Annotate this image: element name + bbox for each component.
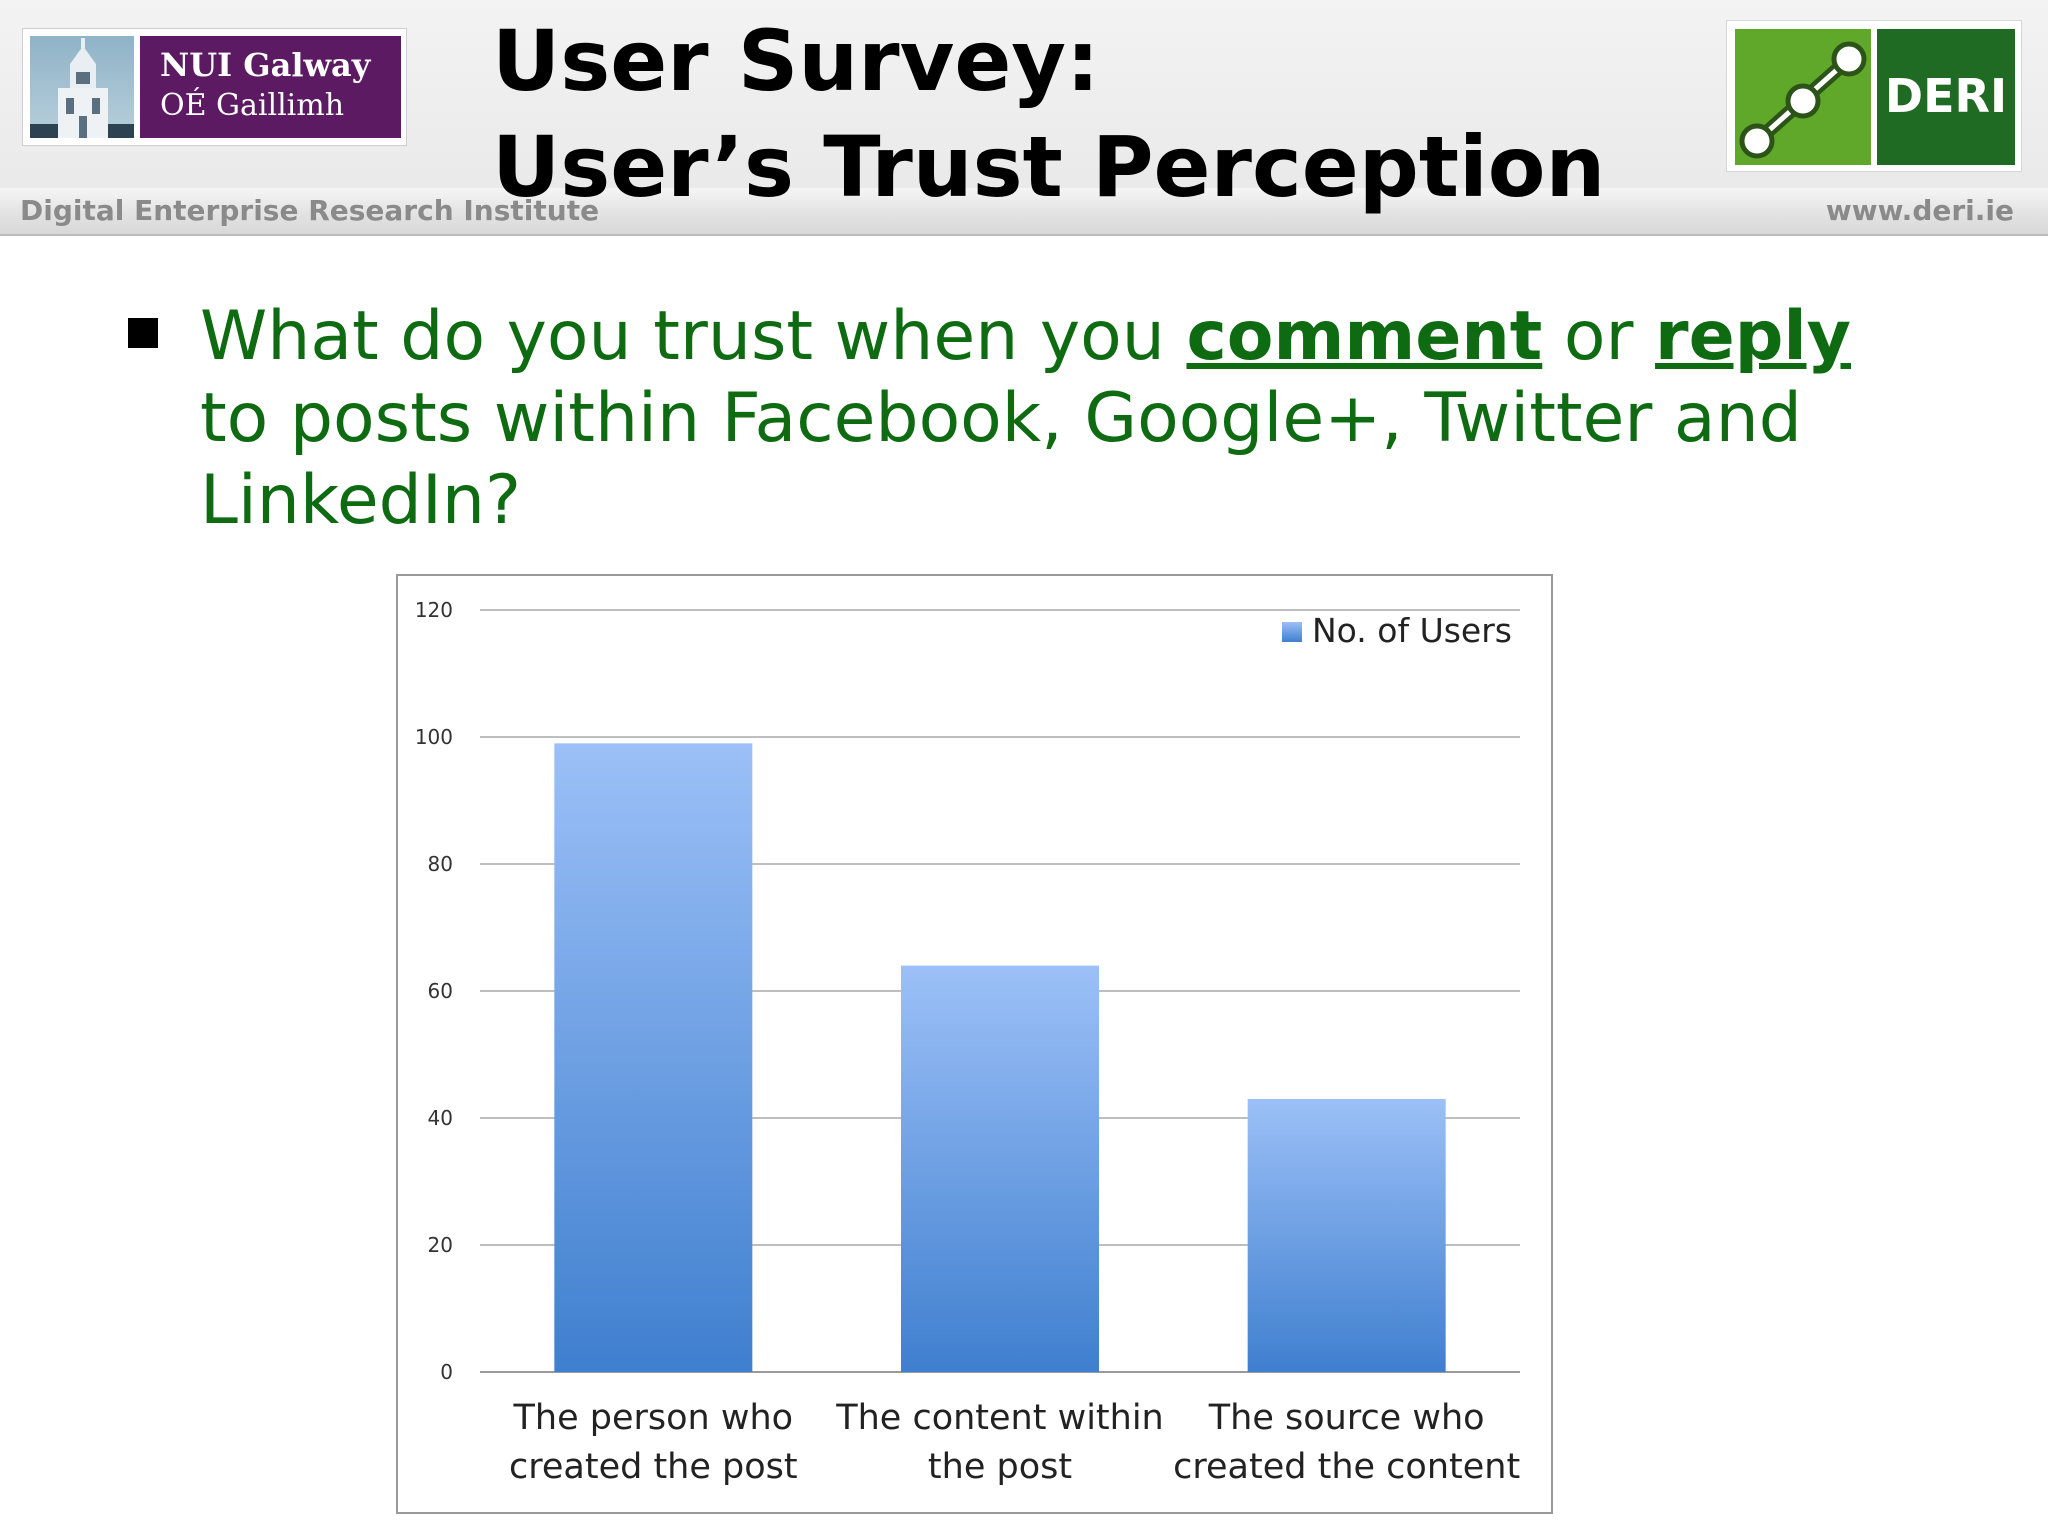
- header-band: [0, 188, 2048, 236]
- institute-name: Digital Enterprise Research Institute: [20, 194, 600, 227]
- tower-icon: [30, 36, 134, 138]
- deri-wordmark-panel: DERI: [1877, 29, 2015, 165]
- y-tick-label: 40: [428, 1106, 453, 1130]
- y-tick-label: 120: [415, 598, 453, 622]
- nui-galway-logo: NUI Galway OÉ Gaillimh: [22, 28, 407, 146]
- deri-logo: DERI: [1726, 20, 2022, 172]
- deri-wordmark: DERI: [1884, 69, 2008, 123]
- nui-name-irish: OÉ Gaillimh: [160, 88, 345, 123]
- x-tick-label: The source who: [1208, 1398, 1485, 1438]
- survey-question: What do you trust when you comment or re…: [200, 296, 1900, 542]
- slide-title: User Survey: User’s Trust Perception: [492, 8, 1605, 220]
- bullet-icon: [128, 318, 158, 348]
- network-nodes-icon: [1735, 29, 1871, 165]
- bar: [1247, 1098, 1446, 1372]
- x-tick-label: The content within: [835, 1398, 1164, 1438]
- bar-chart: 0 20 40 60 80 100 120 The person who created the…: [396, 574, 1553, 1514]
- y-tick-label: 100: [415, 725, 453, 749]
- question-emphasis-reply: reply: [1655, 297, 1852, 376]
- x-tick-label: created the content: [1173, 1447, 1520, 1487]
- question-text-2: or: [1542, 297, 1656, 376]
- legend-label: No. of Users: [1312, 611, 1512, 650]
- website-link[interactable]: www.deri.ie: [1825, 194, 2014, 227]
- x-tick-label: The person who: [513, 1398, 794, 1438]
- question-text-1: What do you trust when you: [200, 297, 1187, 376]
- chart-canvas: 0 20 40 60 80 100 120 The person who created the…: [415, 598, 1520, 1487]
- nui-name-english: NUI Galway: [160, 46, 371, 84]
- bar: [901, 965, 1099, 1372]
- question-text-3: to posts within Facebook, Google+, Twitt…: [200, 379, 1802, 540]
- title-line-1: User Survey:: [492, 12, 1100, 110]
- title-line-2: User’s Trust Perception: [492, 118, 1606, 216]
- bar: [554, 743, 753, 1372]
- x-tick-label: created the post: [509, 1447, 798, 1487]
- nui-name-panel: NUI Galway OÉ Gaillimh: [140, 36, 401, 138]
- y-tick-label: 60: [428, 979, 453, 1003]
- y-tick-label: 80: [428, 852, 453, 876]
- y-tick-label: 20: [428, 1233, 453, 1257]
- legend-swatch: [1282, 622, 1302, 642]
- question-emphasis-comment: comment: [1186, 297, 1543, 376]
- x-tick-label: the post: [928, 1447, 1072, 1487]
- y-tick-label: 0: [440, 1360, 453, 1384]
